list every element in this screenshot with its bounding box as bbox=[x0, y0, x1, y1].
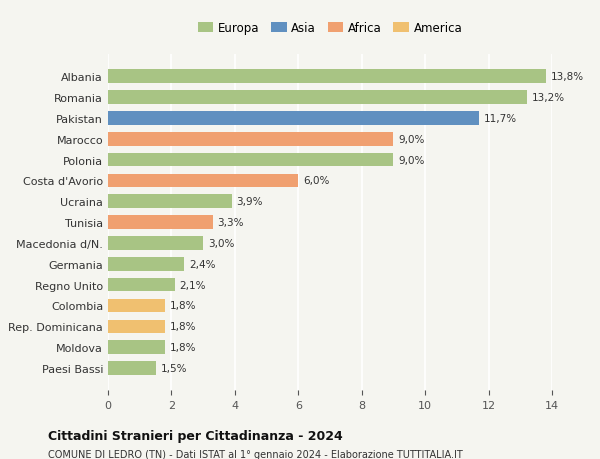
Bar bbox=[108, 195, 232, 208]
Text: 13,2%: 13,2% bbox=[532, 93, 565, 103]
Bar bbox=[108, 341, 165, 354]
Text: 3,3%: 3,3% bbox=[217, 218, 244, 228]
Text: 1,8%: 1,8% bbox=[170, 342, 196, 353]
Text: Cittadini Stranieri per Cittadinanza - 2024: Cittadini Stranieri per Cittadinanza - 2… bbox=[48, 429, 343, 442]
Text: 1,8%: 1,8% bbox=[170, 322, 196, 331]
Text: 3,9%: 3,9% bbox=[236, 197, 263, 207]
Text: 3,0%: 3,0% bbox=[208, 238, 234, 248]
Text: 1,5%: 1,5% bbox=[160, 363, 187, 373]
Bar bbox=[108, 153, 394, 167]
Text: 13,8%: 13,8% bbox=[550, 72, 584, 82]
Bar bbox=[108, 278, 175, 292]
Legend: Europa, Asia, Africa, America: Europa, Asia, Africa, America bbox=[193, 17, 467, 40]
Text: 6,0%: 6,0% bbox=[303, 176, 329, 186]
Bar bbox=[108, 133, 394, 146]
Text: 1,8%: 1,8% bbox=[170, 301, 196, 311]
Bar bbox=[108, 237, 203, 250]
Bar bbox=[108, 112, 479, 125]
Bar bbox=[108, 70, 545, 84]
Text: 2,1%: 2,1% bbox=[179, 280, 206, 290]
Bar bbox=[108, 216, 212, 230]
Text: 11,7%: 11,7% bbox=[484, 114, 517, 123]
Text: 9,0%: 9,0% bbox=[398, 155, 425, 165]
Bar bbox=[108, 91, 527, 105]
Text: COMUNE DI LEDRO (TN) - Dati ISTAT al 1° gennaio 2024 - Elaborazione TUTTITALIA.I: COMUNE DI LEDRO (TN) - Dati ISTAT al 1° … bbox=[48, 449, 463, 459]
Bar bbox=[108, 257, 184, 271]
Bar bbox=[108, 174, 298, 188]
Bar bbox=[108, 361, 155, 375]
Text: 9,0%: 9,0% bbox=[398, 134, 425, 145]
Text: 2,4%: 2,4% bbox=[189, 259, 215, 269]
Bar bbox=[108, 320, 165, 333]
Bar bbox=[108, 299, 165, 313]
